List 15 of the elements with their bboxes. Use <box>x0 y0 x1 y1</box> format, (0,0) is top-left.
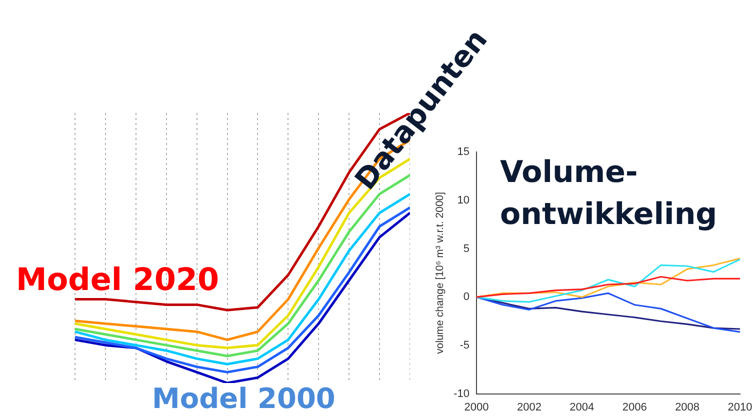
x-tick-label: 2000 <box>464 401 489 414</box>
y-tick-label: -5 <box>460 339 470 352</box>
y-tick-label: 0 <box>463 291 470 304</box>
y-tick-label: 5 <box>463 242 470 255</box>
x-tick-label: 2002 <box>516 401 542 414</box>
x-tick-label: 2008 <box>675 401 700 414</box>
y-tick-label: -10 <box>454 388 470 400</box>
y-axis-title: volume change [10⁶ m³ w.r.t. 2000] <box>434 192 446 354</box>
annotation: Model 2020 <box>16 262 220 298</box>
x-tick-label: 2004 <box>570 401 594 414</box>
y-tick-label: 10 <box>457 194 470 206</box>
annotation: Model 2000 <box>152 382 336 415</box>
x-tick-label: 2006 <box>622 401 647 414</box>
text: Volume-ontwikkeling <box>500 154 718 234</box>
x-tick-label: 2010 <box>728 401 752 414</box>
